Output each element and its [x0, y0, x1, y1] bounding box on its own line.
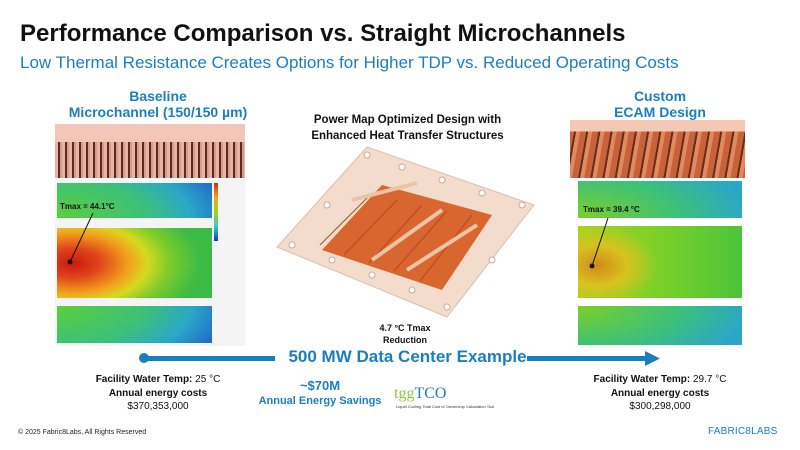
tgg-logo-text: tgg	[394, 385, 415, 402]
custom-info: Facility Water Temp: 29.7 °C Annual ener…	[560, 373, 760, 414]
baseline-heading-line1: Baseline	[129, 88, 187, 104]
arrow-line-left	[145, 356, 275, 361]
tmax-reduction: 4.7 °C Tmax Reduction	[330, 322, 480, 346]
baseline-facility-value: 25 °C	[195, 374, 221, 385]
cold-plate-image	[276, 146, 535, 318]
custom-tmax-pointer	[589, 217, 609, 269]
custom-heatmap-middle	[578, 226, 742, 298]
custom-heading-line1: Custom	[633, 88, 687, 104]
baseline-tmax-label: Tmax = 44.1°C	[60, 202, 115, 211]
tgg-tco-logo: tggTCO	[394, 386, 446, 402]
heatmap-middle	[57, 228, 212, 298]
custom-cost-value: $300,298,000	[629, 401, 691, 412]
custom-heatmap-bottom	[578, 306, 742, 345]
baseline-heading: Baseline Microchannel (150/150 µm)	[40, 88, 276, 120]
microchannel-fins-image	[55, 124, 245, 178]
center-heading-line2: Enhanced Heat Transfer Structures	[311, 130, 504, 142]
arrow-head-icon	[645, 351, 660, 366]
baseline-cost-value: $370,353,000	[127, 401, 189, 412]
temperature-colorbar	[214, 183, 218, 241]
tmax-pointer	[67, 212, 94, 265]
custom-cost-label: Annual energy costs	[610, 387, 710, 399]
custom-heading: Custom ECAM Design	[570, 88, 750, 120]
custom-heatmap-top	[578, 181, 742, 218]
page-subtitle: Low Thermal Resistance Creates Options f…	[20, 53, 679, 72]
savings-amount: ~$70M	[299, 378, 341, 393]
example-label: 500 MW Data Center Example	[288, 347, 527, 366]
savings-label: Annual Energy Savings	[258, 395, 382, 407]
center-heading: Power Map Optimized Design with Enhanced…	[280, 112, 535, 144]
baseline-cost-label: Annual energy costs	[108, 387, 208, 399]
copyright: © 2025 Fabric8Labs, All Rights Reserved	[18, 429, 147, 436]
heatmap-bottom	[57, 306, 212, 343]
tmax-reduction-line1: 4.7 °C Tmax	[379, 323, 431, 333]
heatmap-top	[57, 183, 212, 218]
custom-facility-value: 29.7 °C	[693, 374, 727, 385]
ecam-structure-image	[570, 120, 745, 178]
tgg-caption: Liquid Cooling Total Cost of Ownership C…	[396, 404, 495, 409]
center-heading-line1: Power Map Optimized Design with	[313, 114, 502, 126]
tmax-reduction-line2: Reduction	[383, 335, 427, 345]
baseline-thermal-map: Tmax = 44.1°C	[55, 180, 245, 346]
fabric8labs-logo: FABRIC8LABS	[708, 426, 778, 437]
baseline-facility-label: Facility Water Temp:	[95, 374, 193, 385]
custom-tmax-label: Tmax = 39.4 °C	[583, 205, 640, 214]
custom-heading-line2: ECAM Design	[614, 104, 706, 120]
baseline-info: Facility Water Temp: 25 °C Annual energy…	[60, 373, 256, 414]
baseline-heading-line2: Microchannel (150/150 µm)	[68, 104, 248, 120]
tco-logo-text: TCO	[414, 385, 447, 402]
savings: ~$70M Annual Energy Savings	[250, 378, 390, 407]
custom-facility-label: Facility Water Temp:	[593, 374, 691, 385]
arrow-line-right	[527, 356, 649, 361]
page-title: Performance Comparison vs. Straight Micr…	[20, 20, 626, 47]
